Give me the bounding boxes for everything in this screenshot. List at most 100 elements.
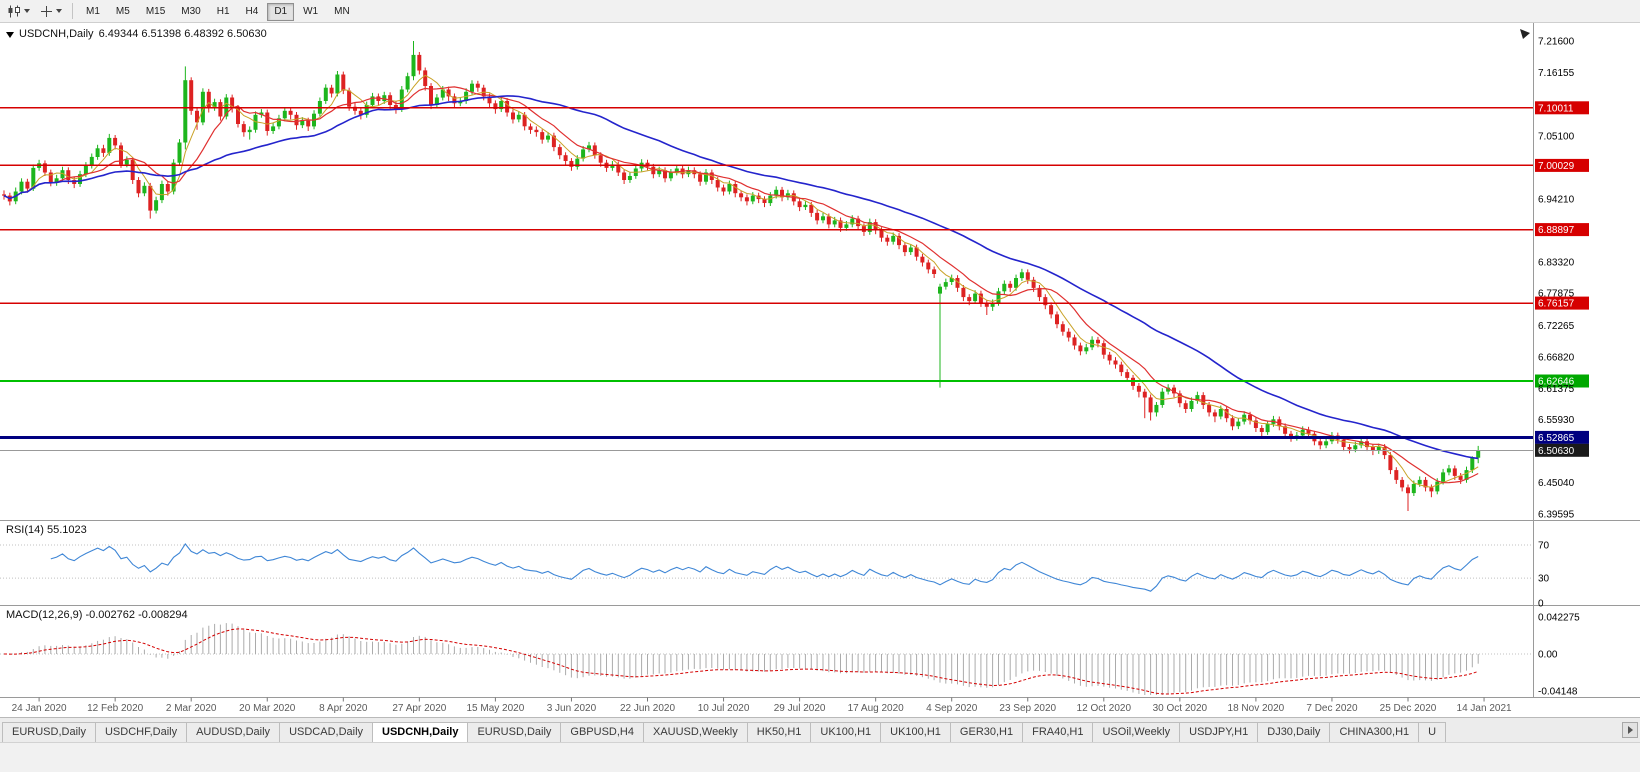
rsi-axis-label: 30	[1538, 574, 1550, 585]
svg-text:18 Nov 2020: 18 Nov 2020	[1228, 703, 1285, 714]
crosshair-icon	[41, 5, 52, 17]
tabs-scroll-right-button[interactable]	[1622, 722, 1638, 738]
svg-text:15 May 2020: 15 May 2020	[466, 703, 524, 714]
macd-axis-label: 0.042275	[1538, 613, 1580, 624]
moving-average-line-5	[3, 74, 1479, 488]
svg-text:14 Jan 2021: 14 Jan 2021	[1457, 703, 1512, 714]
moving-average-line-10	[3, 86, 1479, 484]
chart-tab-1-USDCHF-Daily[interactable]: USDCHF,Daily	[94, 722, 188, 742]
timeframe-button-M5[interactable]: M5	[109, 3, 137, 21]
svg-text:7.10011: 7.10011	[1538, 103, 1574, 114]
svg-text:10 Jul 2020: 10 Jul 2020	[698, 703, 750, 714]
chart-tab-4-USDCNH-Daily[interactable]: USDCNH,Daily	[372, 722, 469, 742]
status-bar	[0, 742, 1640, 772]
timeframe-button-MN[interactable]: MN	[327, 3, 357, 21]
chart-tabs-bar: EURUSD,Daily USDCHF,Daily AUDUSD,Daily USDC…	[0, 717, 1640, 742]
rsi-axis-label: 0	[1538, 599, 1544, 610]
candlestick-chart-icon	[8, 5, 20, 17]
rsi-axis-label: 70	[1538, 541, 1550, 552]
svg-text:6.62646: 6.62646	[1538, 377, 1575, 388]
chevron-down-icon	[24, 9, 30, 13]
svg-text:3 Jun 2020: 3 Jun 2020	[547, 703, 597, 714]
timeframe-button-W1[interactable]: W1	[296, 3, 325, 21]
svg-text:6.77875: 6.77875	[1538, 289, 1575, 300]
svg-text:7.16155: 7.16155	[1538, 68, 1575, 79]
svg-text:27 Apr 2020: 27 Apr 2020	[392, 703, 446, 714]
svg-text:6.94210: 6.94210	[1538, 195, 1575, 206]
chart-tab-10-UK100-H1[interactable]: UK100,H1	[880, 722, 951, 742]
macd-axis-label: -0.04148	[1538, 687, 1578, 698]
chart-shift-marker[interactable]	[1520, 29, 1530, 39]
chevron-down-icon	[56, 9, 62, 13]
timeframe-button-D1[interactable]: D1	[267, 3, 295, 21]
timeframe-button-M1[interactable]: M1	[79, 3, 107, 21]
svg-text:8 Apr 2020: 8 Apr 2020	[319, 703, 368, 714]
svg-text:24 Jan 2020: 24 Jan 2020	[12, 703, 67, 714]
chart-tab-12-FRA40-H1[interactable]: FRA40,H1	[1022, 722, 1094, 742]
moving-average-line-34	[3, 95, 1479, 460]
rsi-indicator-label: RSI(14) 55.1023	[6, 524, 87, 536]
timeframe-toolbar: M1 M5 M15 M30 H1 H4 D1 W1 MN	[0, 0, 1640, 23]
svg-text:7 Dec 2020: 7 Dec 2020	[1306, 703, 1358, 714]
svg-text:7.00029: 7.00029	[1538, 161, 1575, 172]
svg-text:29 Jul 2020: 29 Jul 2020	[774, 703, 826, 714]
svg-text:6.55930: 6.55930	[1538, 415, 1575, 426]
svg-text:4 Sep 2020: 4 Sep 2020	[926, 703, 978, 714]
svg-text:12 Oct 2020: 12 Oct 2020	[1077, 703, 1132, 714]
chart-tab-6-GBPUSD-H4[interactable]: GBPUSD,H4	[560, 722, 644, 742]
chart-tab-14-USDJPY-H1[interactable]: USDJPY,H1	[1179, 722, 1259, 742]
chart-tab-15-DJ30-Daily[interactable]: DJ30,Daily	[1257, 722, 1331, 742]
macd-indicator-label: MACD(12,26,9) -0.002762 -0.008294	[6, 609, 188, 621]
svg-text:25 Dec 2020: 25 Dec 2020	[1380, 703, 1437, 714]
timeframe-button-M15[interactable]: M15	[139, 3, 172, 21]
svg-text:7.05100: 7.05100	[1538, 132, 1575, 143]
time-axis[interactable]: 24 Jan 2020 12 Feb 2020 2 Mar 2020 20 Mar 2…	[12, 697, 1512, 715]
svg-text:12 Feb 2020: 12 Feb 2020	[87, 703, 144, 714]
chart-ohlc-quote: 6.49344 6.51398 6.48392 6.50630	[98, 28, 267, 40]
chart-tab-11-GER30-H1[interactable]: GER30,H1	[949, 722, 1024, 742]
chart-background	[0, 23, 1640, 717]
timeframe-button-M30[interactable]: M30	[174, 3, 207, 21]
svg-text:6.50630: 6.50630	[1538, 446, 1575, 457]
svg-text:6.45040: 6.45040	[1538, 478, 1575, 489]
rsi-line	[50, 542, 1479, 592]
chart-tab-strip: EURUSD,Daily USDCHF,Daily AUDUSD,Daily USDC…	[0, 718, 1640, 742]
svg-text:2 Mar 2020: 2 Mar 2020	[166, 703, 217, 714]
price-axis[interactable]: 7.21600 7.16155 7.10011 7.05100 7.00029 6.942…	[1535, 37, 1589, 698]
chart-tab-17-U[interactable]: U	[1418, 722, 1447, 742]
svg-text:6.66820: 6.66820	[1538, 352, 1575, 363]
crosshair-tool-button[interactable]	[36, 2, 66, 21]
chart-tab-0-EURUSD-Daily[interactable]: EURUSD,Daily	[2, 722, 96, 742]
svg-text:6.52865: 6.52865	[1538, 433, 1575, 444]
macd-signal-line	[3, 628, 1479, 695]
chart-tab-3-USDCAD-Daily[interactable]: USDCAD,Daily	[279, 722, 374, 742]
toolbar-separator	[72, 3, 73, 19]
timeframe-button-H4[interactable]: H4	[239, 3, 266, 21]
chart-symbol-label: USDCNH,Daily	[19, 28, 94, 40]
chart-tab-16-CHINA300-H1[interactable]: CHINA300,H1	[1329, 722, 1420, 742]
svg-text:6.76157: 6.76157	[1538, 299, 1575, 310]
svg-text:17 Aug 2020: 17 Aug 2020	[848, 703, 905, 714]
svg-text:6.88897: 6.88897	[1538, 225, 1575, 236]
arrow-right-icon	[1627, 726, 1633, 734]
chart-type-button[interactable]	[3, 2, 34, 21]
chart-tab-2-AUDUSD-Daily[interactable]: AUDUSD,Daily	[186, 722, 281, 742]
timeframe-button-H1[interactable]: H1	[210, 3, 237, 21]
svg-text:23 Sep 2020: 23 Sep 2020	[999, 703, 1056, 714]
svg-text:6.61375: 6.61375	[1538, 384, 1575, 395]
chart-tab-7-XAUUSD-Weekly[interactable]: XAUUSD,Weekly	[642, 722, 748, 742]
svg-text:6.39595: 6.39595	[1538, 510, 1575, 521]
chart-tab-13-USOil-Weekly[interactable]: USOil,Weekly	[1092, 722, 1181, 742]
svg-text:20 Mar 2020: 20 Mar 2020	[239, 703, 296, 714]
quote-panel-collapse-icon[interactable]	[6, 32, 14, 38]
svg-text:30 Oct 2020: 30 Oct 2020	[1153, 703, 1208, 714]
chart-tab-9-UK100-H1[interactable]: UK100,H1	[810, 722, 882, 742]
chart-tab-8-HK50-H1[interactable]: HK50,H1	[746, 722, 812, 742]
chart-tab-5-EURUSD-Daily[interactable]: EURUSD,Daily	[467, 722, 562, 742]
chart-canvas[interactable]: 7.21600 7.16155 7.10011 7.05100 7.00029 6.942…	[0, 23, 1640, 717]
chart-quote-overlay[interactable]: USDCNH,Daily 6.49344 6.51398 6.48392 6.50…	[6, 28, 272, 40]
svg-text:6.72265: 6.72265	[1538, 321, 1575, 332]
svg-text:22 Jun 2020: 22 Jun 2020	[620, 703, 675, 714]
svg-text:7.21600: 7.21600	[1538, 37, 1575, 48]
